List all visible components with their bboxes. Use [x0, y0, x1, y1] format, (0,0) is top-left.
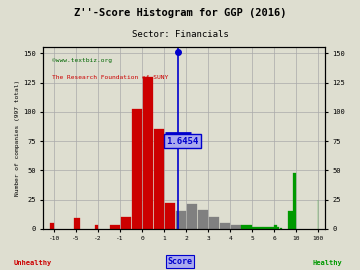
Bar [95, 225, 98, 229]
Bar [165, 203, 175, 229]
Bar [274, 225, 277, 229]
Text: The Research Foundation of SUNY: The Research Foundation of SUNY [51, 75, 168, 80]
Bar [50, 223, 54, 229]
Bar [208, 217, 219, 229]
Bar [230, 225, 240, 229]
Bar [121, 217, 131, 229]
Text: Unhealthy: Unhealthy [13, 260, 51, 266]
Bar [252, 227, 262, 229]
Bar [220, 223, 230, 229]
Bar [154, 129, 164, 229]
Bar [74, 218, 80, 229]
Text: 1.6454: 1.6454 [166, 137, 198, 146]
Bar [280, 228, 282, 229]
Text: ©www.textbiz.org: ©www.textbiz.org [51, 58, 112, 63]
Bar [277, 227, 279, 229]
Bar [131, 109, 142, 229]
Bar [288, 211, 293, 229]
Bar [176, 211, 186, 229]
Bar [242, 225, 252, 229]
Bar [109, 225, 120, 229]
Bar [186, 204, 197, 229]
Bar [143, 77, 153, 229]
Y-axis label: Number of companies (997 total): Number of companies (997 total) [15, 80, 20, 196]
Text: Healthy: Healthy [313, 260, 342, 266]
Text: Sector: Financials: Sector: Financials [132, 30, 228, 39]
Bar [264, 227, 274, 229]
Text: Score: Score [167, 257, 193, 266]
Bar [198, 210, 208, 229]
Bar [293, 173, 296, 229]
Text: Z''-Score Histogram for GGP (2016): Z''-Score Histogram for GGP (2016) [74, 8, 286, 18]
